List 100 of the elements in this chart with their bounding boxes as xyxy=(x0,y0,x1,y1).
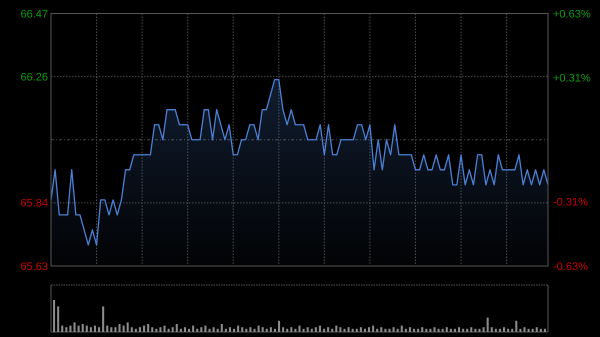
bar xyxy=(482,327,485,332)
bar xyxy=(286,328,288,332)
bar xyxy=(200,327,202,332)
bar xyxy=(253,328,256,332)
bar xyxy=(106,326,108,332)
y-tick-label: 65.63 xyxy=(20,260,48,273)
y-tick-label: 66.47 xyxy=(20,8,48,20)
bar xyxy=(94,326,96,332)
bar xyxy=(474,328,476,332)
bar xyxy=(126,322,129,332)
bar xyxy=(290,327,292,332)
bar xyxy=(421,327,424,332)
y-tick-label: 66.26 xyxy=(20,71,48,84)
bar xyxy=(511,328,514,332)
bar xyxy=(306,327,309,332)
bar xyxy=(528,328,530,332)
bar xyxy=(86,326,88,332)
bar xyxy=(196,328,198,332)
bar xyxy=(544,328,546,332)
bar xyxy=(163,326,166,332)
bar xyxy=(343,328,346,332)
bar xyxy=(400,326,403,332)
bar xyxy=(216,328,219,332)
bar xyxy=(57,306,60,332)
bar xyxy=(143,326,146,332)
bar xyxy=(258,326,260,332)
bar xyxy=(220,324,223,332)
bar xyxy=(404,328,407,332)
bar xyxy=(262,327,264,332)
bar xyxy=(318,326,321,332)
bar xyxy=(425,328,428,332)
bar xyxy=(74,322,76,332)
bar xyxy=(151,327,154,332)
bar xyxy=(314,327,317,332)
bar xyxy=(335,326,338,332)
bar xyxy=(454,328,456,332)
bar xyxy=(490,327,493,332)
bar xyxy=(118,324,121,332)
bar xyxy=(396,328,399,332)
y-tick-label: 65.84 xyxy=(20,198,48,210)
bar xyxy=(130,327,133,332)
bar xyxy=(429,328,432,332)
bar xyxy=(442,328,444,332)
bar xyxy=(172,327,174,332)
bar xyxy=(352,328,354,332)
bar xyxy=(380,327,382,332)
bar xyxy=(446,327,448,332)
bar xyxy=(523,327,526,332)
bar xyxy=(90,327,92,332)
bar xyxy=(540,328,542,332)
bar xyxy=(384,328,386,332)
bar xyxy=(486,318,489,332)
bar xyxy=(458,327,460,332)
bar xyxy=(323,328,326,332)
bar xyxy=(310,328,313,332)
bar xyxy=(61,326,64,332)
bar xyxy=(270,327,272,332)
bar xyxy=(372,326,374,332)
bar xyxy=(417,328,420,332)
bar xyxy=(368,327,370,332)
bar xyxy=(69,326,72,332)
bar xyxy=(388,328,391,332)
bar xyxy=(433,327,436,332)
bar xyxy=(536,327,538,332)
bar xyxy=(470,327,472,332)
bar xyxy=(159,327,162,332)
bar xyxy=(298,326,301,332)
bar xyxy=(180,328,182,332)
bar xyxy=(188,328,190,332)
bar xyxy=(134,328,137,332)
bar xyxy=(294,328,296,332)
bar xyxy=(507,328,510,332)
bar xyxy=(147,324,150,332)
bar xyxy=(102,306,104,332)
bar xyxy=(278,320,280,332)
bar xyxy=(228,327,231,332)
bar xyxy=(494,328,497,332)
bar xyxy=(438,328,440,332)
bar xyxy=(249,327,252,332)
bar xyxy=(245,328,248,332)
bar xyxy=(302,328,305,332)
bar xyxy=(122,326,125,332)
bar xyxy=(356,328,358,332)
bar xyxy=(282,327,284,332)
bar xyxy=(176,324,178,332)
bar xyxy=(224,328,227,332)
bar xyxy=(466,328,468,332)
bar xyxy=(212,327,215,332)
bar xyxy=(274,328,276,332)
bar xyxy=(53,300,56,332)
bar xyxy=(65,327,68,332)
bar xyxy=(208,328,211,332)
bar xyxy=(413,328,416,332)
bar xyxy=(233,328,236,332)
bar xyxy=(155,328,158,332)
bar xyxy=(192,326,194,332)
bar xyxy=(376,328,378,332)
bar xyxy=(348,327,350,332)
bar xyxy=(360,327,362,332)
bar xyxy=(515,320,518,332)
